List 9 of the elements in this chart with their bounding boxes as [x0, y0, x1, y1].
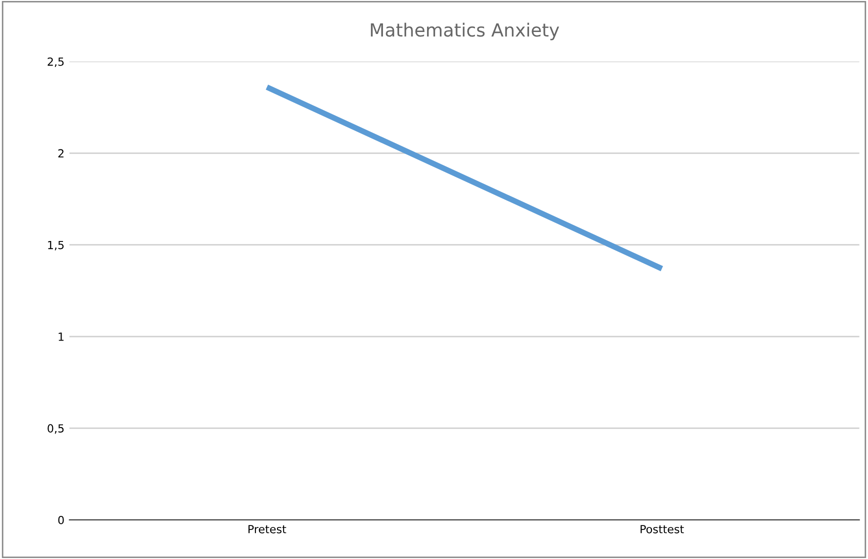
y-tick-label: 0: [58, 516, 64, 524]
y-tick-label: 2,5: [48, 57, 64, 68]
y-tick-label: 0,5: [48, 424, 64, 434]
x-tick-label: Posttest: [640, 525, 684, 534]
chart-title: Mathematics Anxiety: [370, 22, 560, 40]
y-tick-label: 1: [58, 332, 64, 341]
y-tick-label: 1,5: [48, 240, 64, 250]
x-tick-label: Pretest: [248, 525, 286, 534]
y-tick-label: 2: [58, 149, 64, 158]
